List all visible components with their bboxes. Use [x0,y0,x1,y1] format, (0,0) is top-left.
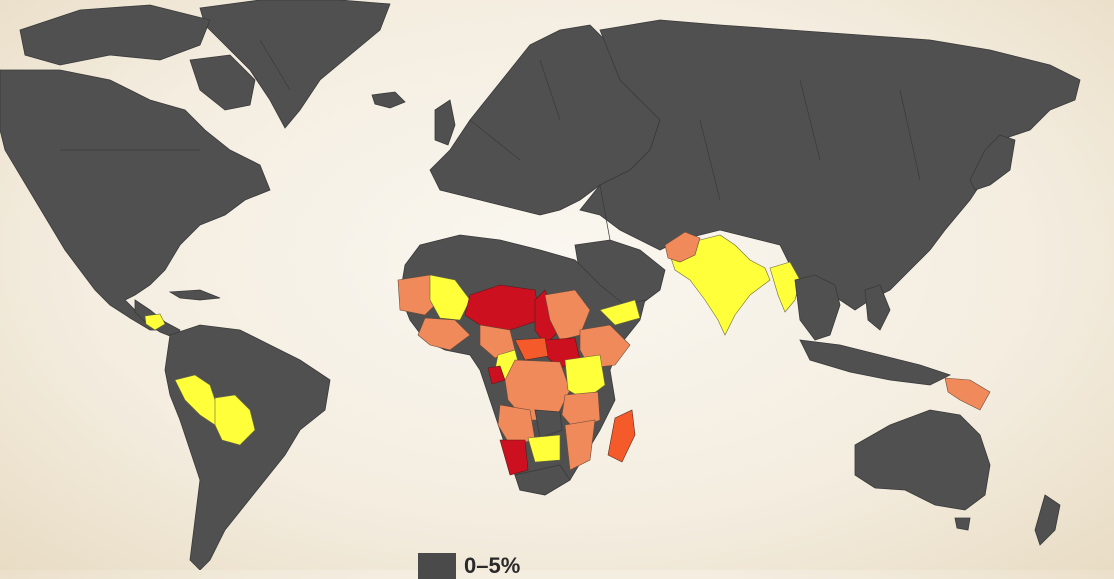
madagascar [607,409,636,463]
india [669,234,771,336]
eritrea [599,299,641,326]
new-zealand [1034,494,1061,546]
sea-mainland [794,274,841,341]
baffin-island [189,54,256,111]
indonesia [799,339,952,386]
australia [854,409,991,511]
cuba [168,289,221,301]
asia [579,19,1081,311]
mozambique [564,419,596,471]
south-america [164,324,331,570]
japan [969,134,1016,191]
south-africa [514,464,571,496]
bolivia [214,394,256,446]
tasmania [954,517,971,531]
zimbabwe [527,434,561,463]
greenland [199,0,391,129]
namibia [499,439,529,476]
car [514,337,549,361]
legend-swatch [418,553,456,579]
honduras [144,313,166,331]
niger [464,284,541,331]
mali [429,274,471,321]
canadian-archipelago [19,4,211,66]
legend-label: 0–5% [464,553,521,578]
papua-new-guinea [944,377,991,411]
mauritania [397,274,441,316]
pakistan [664,231,701,263]
north-america [0,69,271,331]
myanmar [769,261,801,313]
iceland [371,91,406,109]
country-borders [60,39,921,241]
zambia [534,409,563,439]
philippines [864,284,891,331]
west-africa [417,317,471,351]
chad [534,289,561,346]
britain [434,99,456,146]
map-legend: 0–5% [418,553,520,579]
